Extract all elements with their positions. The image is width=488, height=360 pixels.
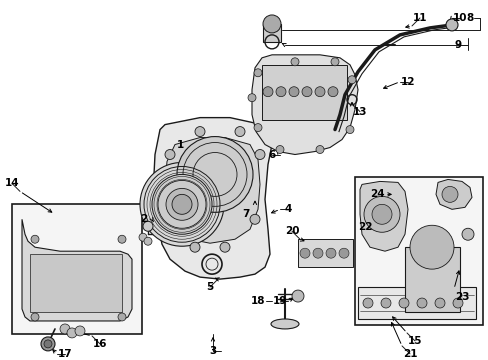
Circle shape xyxy=(363,196,399,232)
Text: 17: 17 xyxy=(58,349,72,359)
Circle shape xyxy=(140,162,224,246)
Text: 24: 24 xyxy=(369,189,384,199)
Text: 22: 22 xyxy=(357,222,371,232)
Circle shape xyxy=(416,298,426,308)
Circle shape xyxy=(275,87,285,97)
Bar xyxy=(263,24,281,42)
Circle shape xyxy=(253,123,262,131)
Circle shape xyxy=(263,15,281,33)
Text: 13: 13 xyxy=(352,107,366,117)
Circle shape xyxy=(164,149,175,159)
Ellipse shape xyxy=(270,319,298,329)
Circle shape xyxy=(315,145,324,153)
Circle shape xyxy=(220,242,229,252)
Circle shape xyxy=(445,19,457,31)
Circle shape xyxy=(75,326,85,336)
Circle shape xyxy=(330,58,338,66)
Text: 1: 1 xyxy=(176,140,183,149)
Circle shape xyxy=(139,233,147,241)
Text: 6: 6 xyxy=(268,149,275,159)
Text: 21: 21 xyxy=(402,349,416,359)
Text: 11: 11 xyxy=(412,13,427,23)
Circle shape xyxy=(362,298,372,308)
Text: 10: 10 xyxy=(452,13,467,23)
Bar xyxy=(357,287,475,319)
Circle shape xyxy=(275,145,284,153)
Bar xyxy=(30,254,122,312)
Text: 12: 12 xyxy=(400,77,414,87)
Bar xyxy=(262,65,346,120)
Polygon shape xyxy=(435,179,471,209)
Bar xyxy=(354,177,482,325)
Circle shape xyxy=(371,204,391,224)
Circle shape xyxy=(249,214,260,224)
Circle shape xyxy=(31,313,39,321)
Circle shape xyxy=(409,225,453,269)
Circle shape xyxy=(312,248,323,258)
Polygon shape xyxy=(22,219,132,321)
Text: 19: 19 xyxy=(272,296,286,306)
Bar xyxy=(404,247,459,312)
Text: 14: 14 xyxy=(5,179,19,188)
Circle shape xyxy=(165,188,198,220)
Text: 15: 15 xyxy=(407,336,421,346)
Circle shape xyxy=(118,313,126,321)
Bar xyxy=(297,239,352,267)
Text: 4: 4 xyxy=(284,204,291,214)
Circle shape xyxy=(452,298,462,308)
Circle shape xyxy=(254,149,264,159)
Circle shape xyxy=(327,87,337,97)
Circle shape xyxy=(263,87,272,97)
Circle shape xyxy=(118,235,126,243)
Circle shape xyxy=(142,221,153,231)
Circle shape xyxy=(31,235,39,243)
Polygon shape xyxy=(359,181,407,251)
Text: 7: 7 xyxy=(242,209,249,219)
Text: 23: 23 xyxy=(454,292,468,302)
Circle shape xyxy=(60,324,70,334)
Circle shape xyxy=(253,69,262,77)
Circle shape xyxy=(177,136,252,212)
Circle shape xyxy=(44,340,52,348)
Circle shape xyxy=(67,328,77,338)
Polygon shape xyxy=(154,118,271,279)
Circle shape xyxy=(288,87,298,97)
Circle shape xyxy=(299,248,309,258)
Text: 8: 8 xyxy=(466,13,473,23)
Bar xyxy=(12,204,142,334)
Circle shape xyxy=(314,87,325,97)
Circle shape xyxy=(172,194,192,214)
Circle shape xyxy=(235,127,244,136)
Circle shape xyxy=(291,290,304,302)
Circle shape xyxy=(195,127,204,136)
Circle shape xyxy=(247,94,256,102)
Circle shape xyxy=(441,186,457,202)
Polygon shape xyxy=(251,55,357,154)
Circle shape xyxy=(290,58,298,66)
Circle shape xyxy=(380,298,390,308)
Circle shape xyxy=(325,248,335,258)
Circle shape xyxy=(347,76,355,84)
Text: 2: 2 xyxy=(140,214,147,224)
Text: 3: 3 xyxy=(209,346,216,356)
Circle shape xyxy=(152,175,212,234)
Circle shape xyxy=(190,242,200,252)
Circle shape xyxy=(346,126,353,134)
Text: 9: 9 xyxy=(454,40,461,50)
Circle shape xyxy=(461,228,473,240)
Circle shape xyxy=(143,237,152,245)
Polygon shape xyxy=(164,138,260,243)
Text: 16: 16 xyxy=(93,339,107,349)
Text: 20: 20 xyxy=(284,226,299,236)
Circle shape xyxy=(338,248,348,258)
Circle shape xyxy=(398,298,408,308)
Circle shape xyxy=(41,337,55,351)
Circle shape xyxy=(302,87,311,97)
Text: 5: 5 xyxy=(206,282,213,292)
Text: 18: 18 xyxy=(250,296,264,306)
Circle shape xyxy=(434,298,444,308)
